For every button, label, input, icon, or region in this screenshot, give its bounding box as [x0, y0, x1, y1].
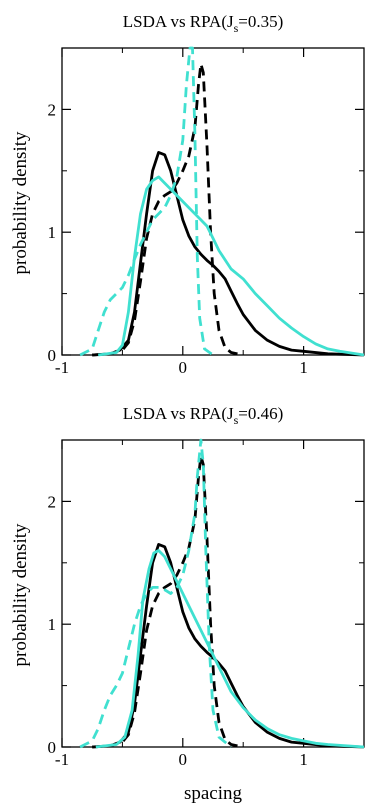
plot-frame-top	[61, 47, 365, 356]
y-tick-label-bottom: 1	[48, 615, 57, 634]
x-tick-label-top: 0	[179, 358, 188, 377]
series-line-black-dashed-bottom	[92, 454, 244, 749]
x-tick-label-bottom: 1	[299, 750, 308, 769]
y-tick-label-bottom: 2	[48, 492, 57, 511]
x-tick-label-bottom: -1	[55, 750, 69, 769]
y-tick-label-top: 2	[48, 100, 57, 119]
y-tick-label-top: 1	[48, 223, 57, 242]
series-line-black-dashed-top	[92, 62, 244, 357]
y-tick-label-bottom: 0	[48, 738, 57, 757]
series-group-bottom	[79, 438, 365, 749]
y-axis-label-top: probability density	[10, 131, 31, 275]
x-axis-label-bottom: spacing	[184, 783, 243, 804]
chart-panel-bottom: LSDA vs RPA(Js=0.46) probability density…	[10, 404, 365, 804]
y-axis-label-bottom: probability density	[10, 523, 31, 667]
chart-title-bottom: LSDA vs RPA(Js=0.46)	[123, 404, 284, 427]
series-line-cyan-solid-bottom	[95, 549, 365, 749]
series-line-black-solid-top	[92, 150, 365, 357]
x-tick-label-bottom: 0	[179, 750, 188, 769]
series-group-top	[79, 46, 365, 357]
series-line-cyan-solid-top	[98, 175, 365, 357]
x-tick-label-top: -1	[55, 358, 69, 377]
series-line-cyan-dashed-top	[79, 46, 214, 357]
plot-frame-bottom	[61, 439, 365, 748]
chart-title-top: LSDA vs RPA(Js=0.35)	[123, 12, 284, 35]
series-line-black-solid-bottom	[92, 543, 365, 749]
x-tick-label-top: 1	[299, 358, 308, 377]
chart-panel-top: LSDA vs RPA(Js=0.35) probability density…	[10, 12, 365, 377]
series-line-cyan-dashed-bottom	[79, 438, 232, 749]
y-tick-label-top: 0	[48, 346, 57, 365]
